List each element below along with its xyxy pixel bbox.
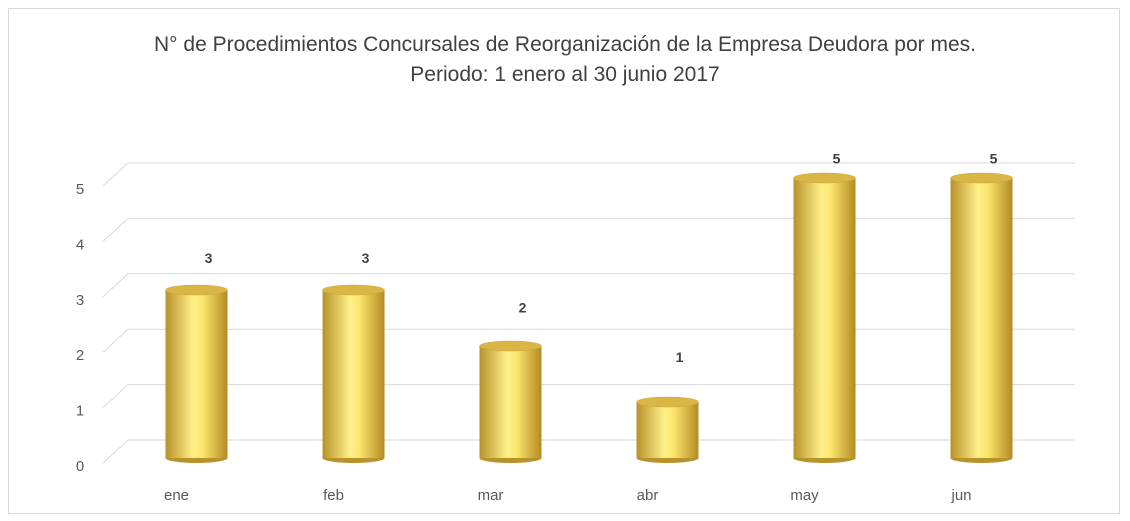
- chart-frame: [8, 8, 1120, 514]
- bar: [793, 178, 856, 458]
- bar-cap: [322, 284, 385, 296]
- grid-line: [102, 439, 129, 464]
- y-tick-label: 5: [76, 181, 84, 198]
- y-tick-label: 4: [76, 236, 84, 253]
- bar-cap: [793, 172, 856, 184]
- x-tick-label: may: [790, 487, 819, 504]
- bar: [479, 346, 542, 458]
- bar-cap: [950, 172, 1013, 184]
- value-label: 3: [205, 250, 213, 266]
- grid-line: [102, 218, 129, 242]
- grid-line: [102, 384, 129, 408]
- x-tick-label: jun: [950, 487, 971, 504]
- y-tick-label: 3: [76, 292, 84, 309]
- bar-cap: [636, 396, 699, 408]
- x-tick-label: feb: [323, 487, 344, 504]
- bar-cap: [165, 284, 228, 296]
- grid-line: [102, 162, 129, 187]
- value-label: 5: [990, 151, 998, 167]
- y-tick-label: 0: [76, 458, 84, 475]
- x-tick-label: mar: [478, 487, 504, 504]
- grid-line: [102, 328, 129, 353]
- y-tick-label: 2: [76, 347, 84, 364]
- bar: [636, 402, 699, 458]
- bar-cap: [479, 340, 542, 352]
- y-tick-label: 1: [76, 403, 84, 420]
- value-label: 3: [362, 250, 370, 266]
- titles: N° de Procedimientos Concursales de Reor…: [0, 30, 1130, 90]
- bar: [950, 178, 1013, 458]
- x-tick-label: ene: [164, 487, 189, 504]
- value-label: 5: [833, 151, 841, 167]
- chart-subtitle: Periodo: 1 enero al 30 junio 2017: [410, 63, 720, 86]
- x-tick-label: abr: [637, 487, 659, 504]
- value-label: 1: [676, 349, 684, 365]
- bar: [165, 290, 228, 458]
- grid-line: [102, 273, 129, 298]
- bar: [322, 290, 385, 458]
- chart-title: N° de Procedimientos Concursales de Reor…: [154, 33, 976, 56]
- value-label: 2: [519, 300, 527, 316]
